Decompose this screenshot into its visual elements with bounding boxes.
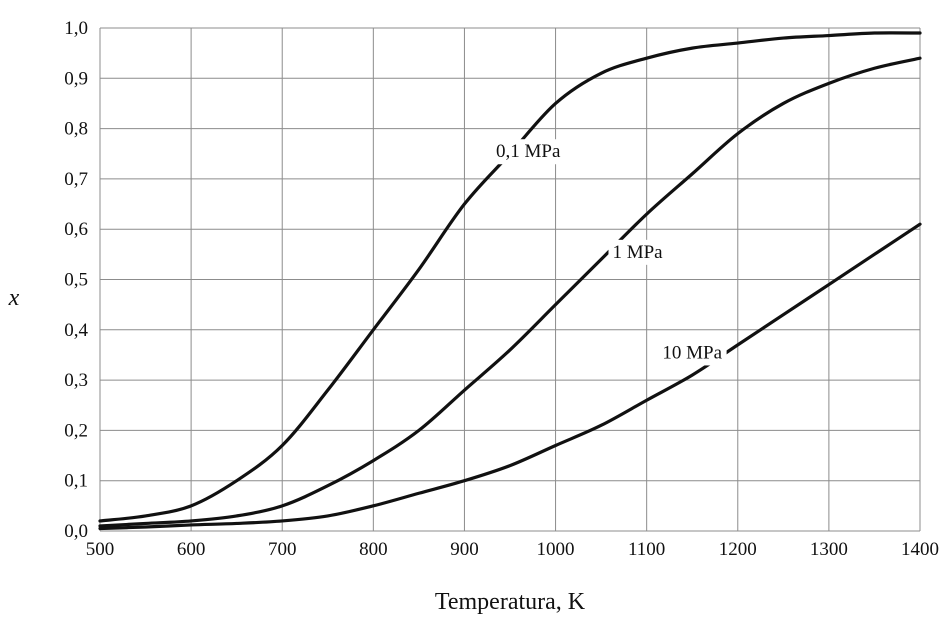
series-label: 10 MPa [662,342,722,363]
y-tick-label: 0,6 [64,219,88,240]
series-label-bg [492,139,565,165]
x-tick-label: 1300 [810,539,848,560]
y-tick-label: 0,5 [64,270,88,291]
y-tick-label: 0,2 [64,420,88,441]
y-tick-label: 0,0 [64,521,88,542]
series-line-0 [98,31,922,523]
series-label: 0,1 MPa [496,141,561,162]
series-label: 1 MPa [612,242,663,263]
series-labels: 0,1 MPa 1 MPa 10 MPa [492,139,727,366]
y-tick-label: 0,1 [64,471,88,492]
x-tick-label: 600 [177,539,206,560]
series-label-group-0: 0,1 MPa [492,139,565,165]
series-label-bg [608,239,668,265]
x-axis-ticks: 500 600 700 800 900 1000 1100 1200 1300 1400 [86,539,939,560]
y-axis-title: x [8,285,20,311]
series-line-2 [98,222,922,531]
y-tick-label: 0,4 [64,320,88,341]
x-tick-label: 500 [86,539,115,560]
series-label-group-2: 10 MPa [658,340,727,366]
x-tick-label: 800 [359,539,388,560]
series-label-group-1: 1 MPa [608,239,668,265]
y-tick-label: 0,7 [64,169,88,190]
series-label-bg [658,340,727,366]
x-tick-label: 1100 [628,539,665,560]
x-axis-title: Temperatura, K [435,589,586,615]
y-tick-label: 1,0 [64,18,88,39]
x-tick-label: 1000 [537,539,575,560]
grid [99,27,921,532]
y-tick-label: 0,9 [64,68,88,89]
y-tick-label: 0,8 [64,119,88,140]
x-tick-label: 700 [268,539,297,560]
y-tick-label: 0,3 [64,370,88,391]
x-tick-label: 900 [450,539,479,560]
series-layer [98,31,922,531]
y-axis-ticks: 0,0 0,1 0,2 0,3 0,4 0,5 0,6 0,7 0,8 0,9 1,0 [64,18,88,542]
x-tick-label: 1400 [901,539,939,560]
x-tick-label: 1200 [719,539,757,560]
series-line-1 [98,56,922,528]
